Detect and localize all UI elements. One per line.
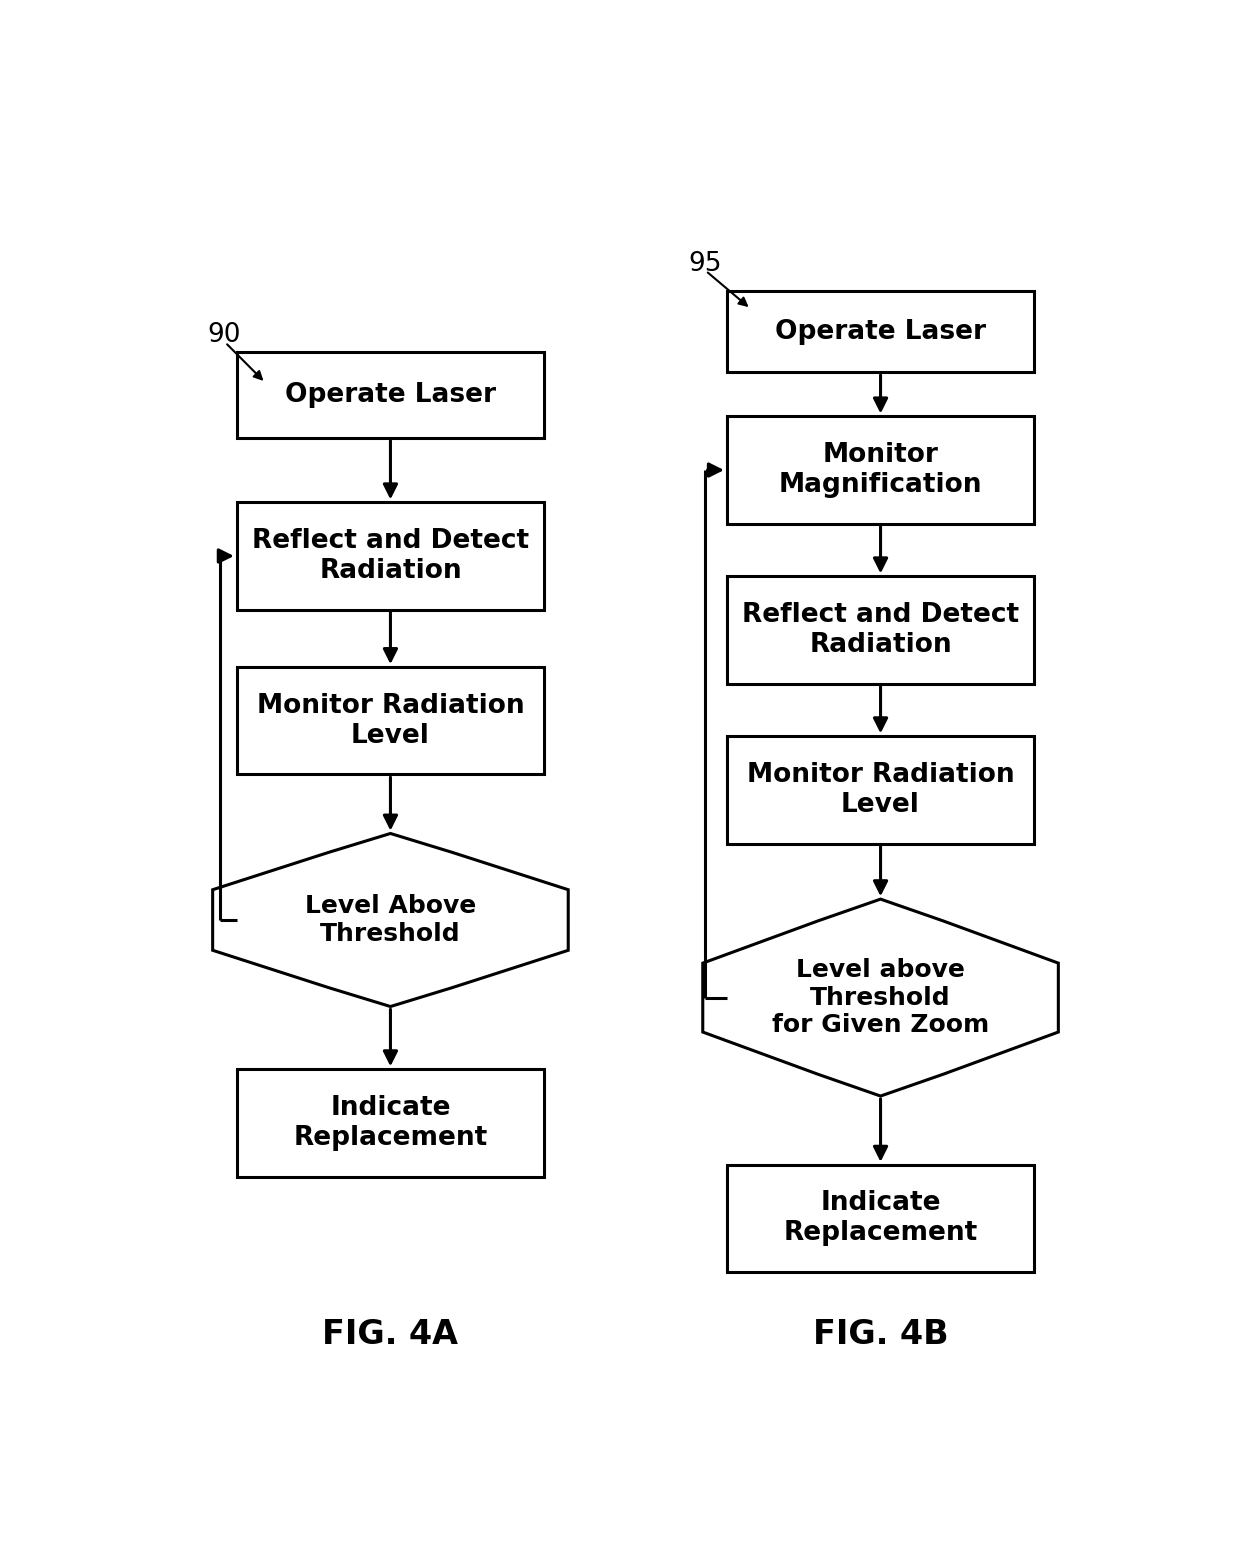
Polygon shape <box>213 834 568 1006</box>
Text: Level above
Threshold
for Given Zoom: Level above Threshold for Given Zoom <box>773 958 990 1037</box>
Bar <box>237 352 544 437</box>
Text: 90: 90 <box>208 322 242 349</box>
Text: Monitor
Magnification: Monitor Magnification <box>779 442 982 498</box>
Text: Operate Laser: Operate Laser <box>775 319 986 344</box>
Text: Monitor Radiation
Level: Monitor Radiation Level <box>746 763 1014 818</box>
Bar <box>727 577 1034 684</box>
Text: Monitor Radiation
Level: Monitor Radiation Level <box>257 693 525 749</box>
Bar <box>727 1164 1034 1273</box>
Bar <box>237 666 544 775</box>
Bar <box>237 1070 544 1176</box>
Bar <box>237 502 544 609</box>
Text: Reflect and Detect
Radiation: Reflect and Detect Radiation <box>252 529 529 584</box>
Text: 95: 95 <box>688 251 722 276</box>
Text: Operate Laser: Operate Laser <box>285 381 496 408</box>
Text: FIG. 4A: FIG. 4A <box>322 1318 459 1350</box>
Text: Reflect and Detect
Radiation: Reflect and Detect Radiation <box>742 601 1019 659</box>
Polygon shape <box>703 899 1058 1096</box>
Text: Indicate
Replacement: Indicate Replacement <box>784 1190 977 1246</box>
Text: Indicate
Replacement: Indicate Replacement <box>294 1094 487 1152</box>
Text: FIG. 4B: FIG. 4B <box>812 1318 949 1350</box>
Bar <box>727 417 1034 524</box>
Bar <box>727 291 1034 372</box>
Bar <box>727 736 1034 843</box>
Text: Level Above
Threshold: Level Above Threshold <box>305 894 476 946</box>
